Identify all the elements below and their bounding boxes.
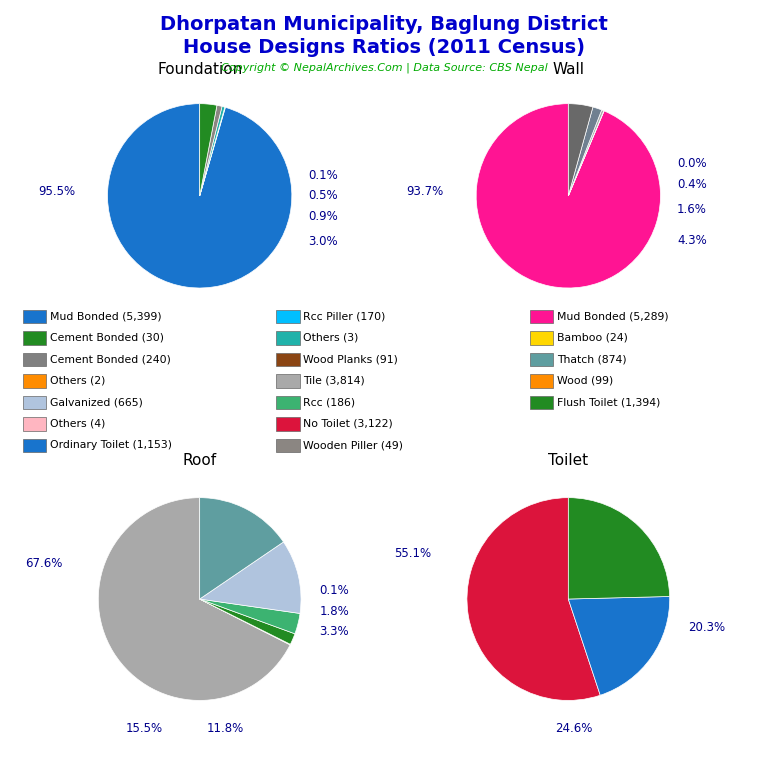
Text: 0.1%: 0.1%: [309, 169, 338, 182]
Wedge shape: [467, 498, 601, 700]
Text: 0.9%: 0.9%: [309, 210, 338, 223]
Text: Bamboo (24): Bamboo (24): [557, 333, 627, 343]
Text: 4.3%: 4.3%: [677, 233, 707, 247]
Wedge shape: [200, 105, 222, 196]
Wedge shape: [200, 599, 290, 645]
Text: Tile (3,814): Tile (3,814): [303, 376, 365, 386]
Text: 3.3%: 3.3%: [319, 625, 349, 638]
Text: 67.6%: 67.6%: [25, 557, 63, 570]
Text: Wood (99): Wood (99): [557, 376, 613, 386]
Text: Thatch (874): Thatch (874): [557, 354, 627, 365]
Wedge shape: [568, 111, 604, 196]
Text: 24.6%: 24.6%: [554, 722, 592, 735]
Text: 11.8%: 11.8%: [207, 722, 243, 735]
Text: 0.4%: 0.4%: [677, 178, 707, 191]
Text: Others (4): Others (4): [50, 419, 105, 429]
Wedge shape: [476, 104, 660, 288]
Text: 20.3%: 20.3%: [688, 621, 725, 634]
Text: House Designs Ratios (2011 Census): House Designs Ratios (2011 Census): [183, 38, 585, 58]
Wedge shape: [200, 599, 295, 644]
Wedge shape: [568, 110, 604, 196]
Wedge shape: [568, 104, 593, 196]
Text: Galvanized (665): Galvanized (665): [50, 397, 143, 408]
Title: Roof: Roof: [183, 453, 217, 468]
Text: Others (2): Others (2): [50, 376, 105, 386]
Title: Toilet: Toilet: [548, 453, 588, 468]
Text: 95.5%: 95.5%: [38, 185, 75, 197]
Text: 15.5%: 15.5%: [125, 722, 163, 735]
Wedge shape: [200, 498, 283, 599]
Wedge shape: [200, 108, 225, 196]
Title: Wall: Wall: [552, 61, 584, 77]
Text: 1.6%: 1.6%: [677, 204, 707, 216]
Text: Ordinary Toilet (1,153): Ordinary Toilet (1,153): [50, 440, 172, 451]
Text: Rcc Piller (170): Rcc Piller (170): [303, 311, 386, 322]
Text: 0.0%: 0.0%: [677, 157, 707, 170]
Text: No Toilet (3,122): No Toilet (3,122): [303, 419, 393, 429]
Text: 3.0%: 3.0%: [309, 236, 338, 248]
Wedge shape: [98, 498, 290, 700]
Text: Mud Bonded (5,289): Mud Bonded (5,289): [557, 311, 668, 322]
Text: Mud Bonded (5,399): Mud Bonded (5,399): [50, 311, 161, 322]
Text: Cement Bonded (30): Cement Bonded (30): [50, 333, 164, 343]
Title: Foundation: Foundation: [157, 61, 243, 77]
Wedge shape: [200, 107, 225, 196]
Text: 0.1%: 0.1%: [319, 584, 349, 598]
Wedge shape: [200, 104, 217, 196]
Text: 93.7%: 93.7%: [406, 185, 444, 197]
Text: Copyright © NepalArchives.Com | Data Source: CBS Nepal: Copyright © NepalArchives.Com | Data Sou…: [220, 63, 548, 74]
Text: Rcc (186): Rcc (186): [303, 397, 356, 408]
Wedge shape: [200, 542, 301, 614]
Wedge shape: [200, 599, 300, 634]
Wedge shape: [108, 104, 292, 288]
Text: 55.1%: 55.1%: [394, 547, 432, 560]
Wedge shape: [568, 498, 670, 599]
Text: Cement Bonded (240): Cement Bonded (240): [50, 354, 170, 365]
Text: Dhorpatan Municipality, Baglung District: Dhorpatan Municipality, Baglung District: [160, 15, 608, 35]
Text: Others (3): Others (3): [303, 333, 359, 343]
Wedge shape: [568, 107, 601, 196]
Text: 0.5%: 0.5%: [309, 190, 338, 202]
Text: Wood Planks (91): Wood Planks (91): [303, 354, 399, 365]
Text: Flush Toilet (1,394): Flush Toilet (1,394): [557, 397, 660, 408]
Text: 1.8%: 1.8%: [319, 604, 349, 617]
Text: Wooden Piller (49): Wooden Piller (49): [303, 440, 403, 451]
Wedge shape: [568, 597, 670, 695]
